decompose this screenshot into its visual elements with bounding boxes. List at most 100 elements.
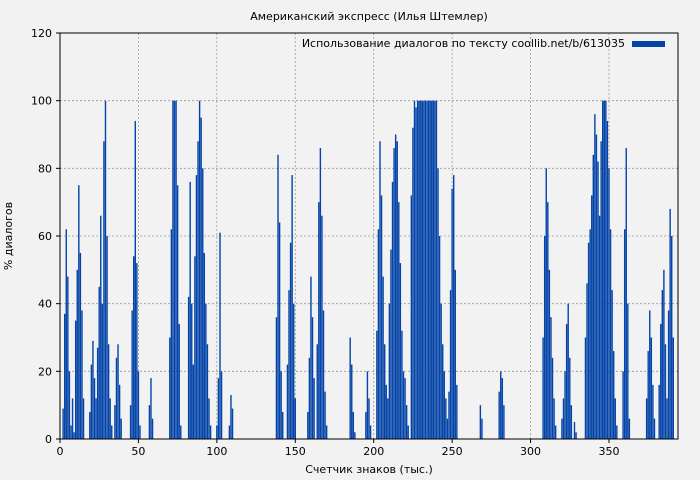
bar (439, 236, 440, 439)
bar (447, 419, 448, 439)
bar (320, 148, 321, 439)
bar (553, 398, 554, 439)
bar (62, 409, 63, 439)
bar (172, 101, 173, 439)
bar (73, 432, 74, 439)
bar (414, 101, 415, 439)
bar (91, 365, 92, 439)
bar (610, 229, 611, 439)
bar (318, 202, 319, 439)
bar (547, 202, 548, 439)
y-tick-label: 80 (38, 162, 52, 175)
bar (150, 378, 151, 439)
bar (202, 168, 203, 439)
bar (169, 338, 170, 440)
y-tick-label: 0 (45, 433, 52, 446)
bar (626, 148, 627, 439)
bar (455, 270, 456, 439)
bar (290, 243, 291, 439)
bar (428, 101, 429, 439)
bar (415, 107, 416, 439)
bar (152, 419, 153, 439)
bar (652, 385, 653, 439)
bar (591, 195, 592, 439)
bar (555, 425, 556, 439)
legend-label: Использование диалогов по тексту coollib… (302, 37, 625, 50)
bar (139, 425, 140, 439)
bar (216, 425, 217, 439)
bar (571, 405, 572, 439)
bar (673, 338, 674, 440)
bar (442, 344, 443, 439)
bar (604, 101, 605, 439)
bar (64, 314, 65, 439)
bar (408, 425, 409, 439)
bar (94, 378, 95, 439)
bar (102, 304, 103, 439)
bar (381, 195, 382, 439)
bar (317, 344, 318, 439)
bar (615, 398, 616, 439)
bar (593, 155, 594, 439)
bar (70, 425, 71, 439)
bar (116, 358, 117, 439)
bar (400, 263, 401, 439)
bar (563, 398, 564, 439)
bar (80, 253, 81, 439)
bar (208, 398, 209, 439)
bar (321, 216, 322, 439)
bar (171, 229, 172, 439)
bar (351, 365, 352, 439)
bar (77, 270, 78, 439)
bar (602, 101, 603, 439)
bar (149, 405, 150, 439)
bar (189, 182, 190, 439)
bar (117, 344, 118, 439)
bar (193, 365, 194, 439)
bar (608, 168, 609, 439)
bar (106, 236, 107, 439)
x-tick-label: 300 (520, 445, 541, 458)
bar (393, 148, 394, 439)
bar (111, 425, 112, 439)
bar (422, 101, 423, 439)
bar (420, 101, 421, 439)
bar (326, 425, 327, 439)
bar (569, 358, 570, 439)
bar (397, 141, 398, 439)
bar (367, 371, 368, 439)
bar (133, 256, 134, 439)
bar (135, 121, 136, 439)
bar (378, 229, 379, 439)
bar (188, 297, 189, 439)
bar (83, 398, 84, 439)
bar (607, 121, 608, 439)
bar (309, 358, 310, 439)
bar (291, 175, 292, 439)
y-tick-label: 60 (38, 230, 52, 243)
bar (654, 419, 655, 439)
bar (440, 304, 441, 439)
bar (324, 392, 325, 439)
bar (230, 395, 231, 439)
bar (204, 253, 205, 439)
bar (503, 405, 504, 439)
bar (395, 135, 396, 440)
bar (629, 419, 630, 439)
bar (480, 405, 481, 439)
bar (109, 398, 110, 439)
bar (232, 409, 233, 439)
bar (451, 189, 452, 439)
bar (401, 331, 402, 439)
bar (398, 202, 399, 439)
bar (293, 304, 294, 439)
x-axis-ticks: 0 50 100 150 200 250 300 350 (57, 439, 620, 458)
bar (546, 168, 547, 439)
bar (136, 263, 137, 439)
bar (671, 236, 672, 439)
bar (69, 371, 70, 439)
bar (600, 141, 601, 439)
bar (668, 310, 669, 439)
legend-swatch (632, 41, 665, 47)
bar (200, 118, 201, 439)
